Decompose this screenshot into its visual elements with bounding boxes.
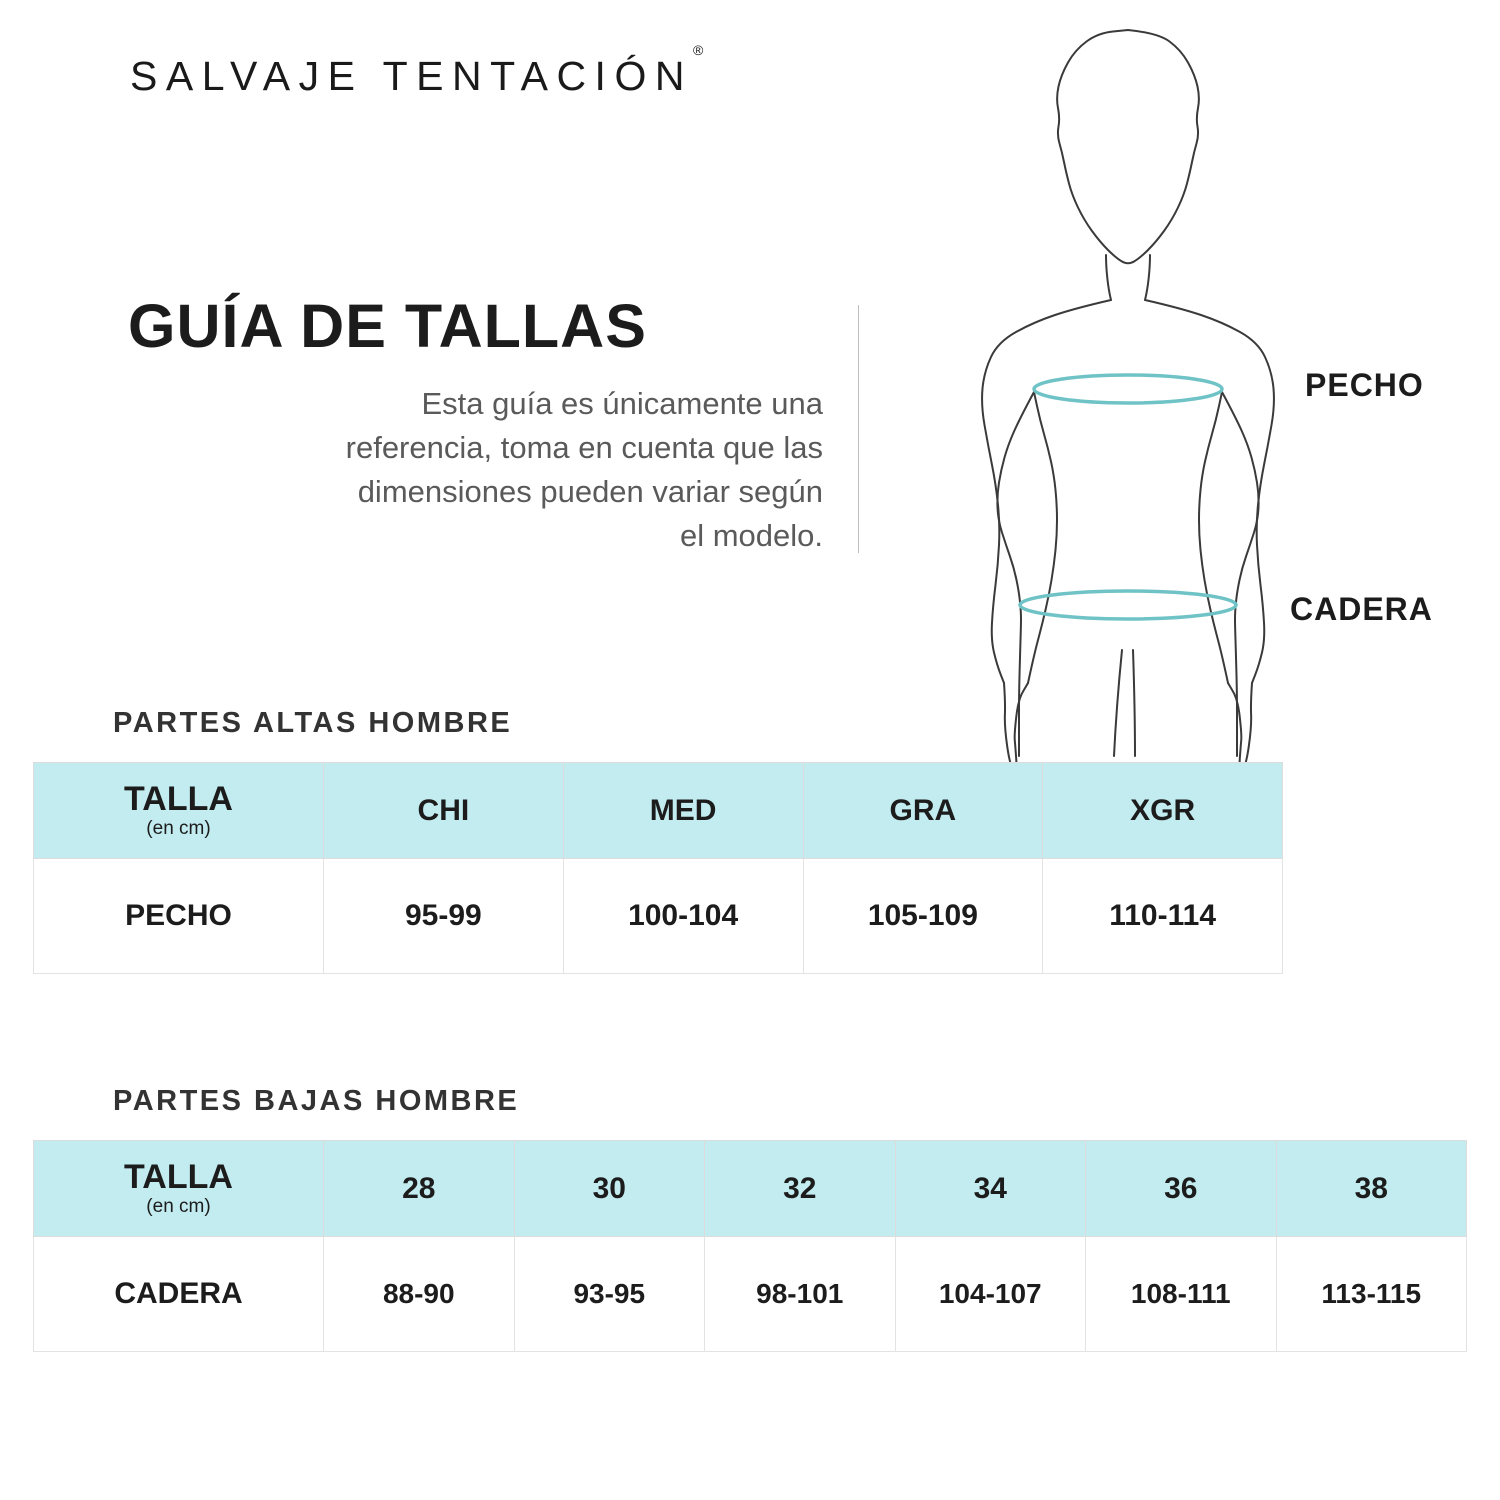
svg-text:CADERA: CADERA [1290, 591, 1433, 627]
svg-text:PECHO: PECHO [1305, 367, 1424, 403]
